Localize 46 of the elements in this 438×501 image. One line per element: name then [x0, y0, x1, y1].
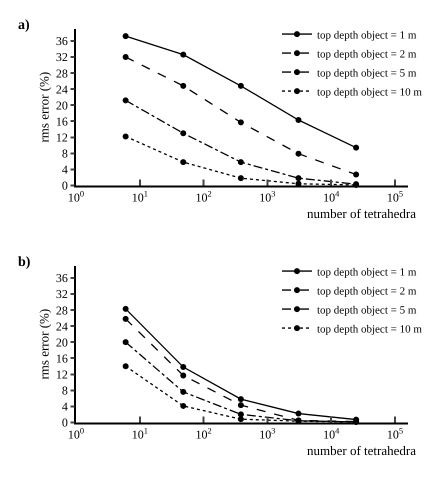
x-tick-label: 10$^{1}$	[132, 189, 148, 205]
x-tick-label: 10$^{0}$	[68, 426, 84, 442]
x-tick-label: 10$^{3}$	[259, 426, 276, 442]
legend-label: top depth object = 5 m	[317, 304, 417, 316]
y-tick-label: 8	[62, 383, 68, 398]
y-tick-label: 24	[56, 82, 68, 96]
legend-label: top depth object = 2 m	[317, 48, 417, 60]
legend-label: top depth object = 10 m	[317, 323, 422, 336]
x-axis-title: number of tetrahedra	[307, 206, 416, 221]
y-tick-label: 16	[56, 351, 68, 366]
x-tick-label: 10$^{5}$	[386, 426, 404, 442]
y-tick-label: 12	[56, 130, 68, 144]
y-tick-label: 12	[56, 367, 68, 382]
y-tick-label: 20	[56, 335, 68, 350]
y-axis-title: rms error (%)	[36, 72, 52, 143]
x-tick-label: 10$^{4}$	[323, 426, 340, 442]
x-tick-label: 10$^{4}$	[323, 189, 340, 205]
x-tick-label: 10$^{3}$	[259, 189, 276, 205]
y-tick-label: 4	[62, 400, 68, 414]
x-tick-label: 10$^{2}$	[195, 426, 212, 442]
y-tick-label: 24	[56, 319, 68, 334]
y-tick-label: 28	[56, 66, 68, 80]
x-tick-label: 10$^{5}$	[386, 189, 404, 205]
y-tick-label: 32	[56, 50, 68, 64]
y-tick-label: 36	[56, 34, 68, 48]
x-tick-label: 10$^{1}$	[132, 426, 148, 442]
x-tick-label: 10$^{0}$	[68, 189, 84, 205]
y-tick-label: 0	[62, 416, 68, 430]
legend-label: top depth object = 2 m	[317, 285, 417, 298]
x-tick-label: 10$^{2}$	[195, 189, 212, 205]
y-tick-label: 4	[62, 162, 68, 177]
legend-label: top depth object = 1 m	[317, 29, 417, 42]
text: b)	[18, 255, 31, 270]
x-axis-title: number of tetrahedra	[307, 443, 416, 458]
y-tick-label: 32	[56, 287, 68, 302]
y-tick-label: 0	[62, 178, 68, 193]
y-tick-label: 8	[62, 146, 68, 160]
text: a)	[18, 18, 30, 33]
legend-label: top depth object = 10 m	[317, 86, 422, 98]
y-tick-label: 16	[56, 114, 68, 128]
y-axis-title: rms error (%)	[36, 308, 52, 380]
y-tick-label: 20	[56, 98, 68, 112]
y-tick-label: 36	[56, 271, 68, 286]
legend-label: top depth object = 5 m	[317, 67, 417, 80]
y-tick-label: 28	[56, 303, 68, 318]
legend-label: top depth object = 1 m	[317, 266, 417, 278]
